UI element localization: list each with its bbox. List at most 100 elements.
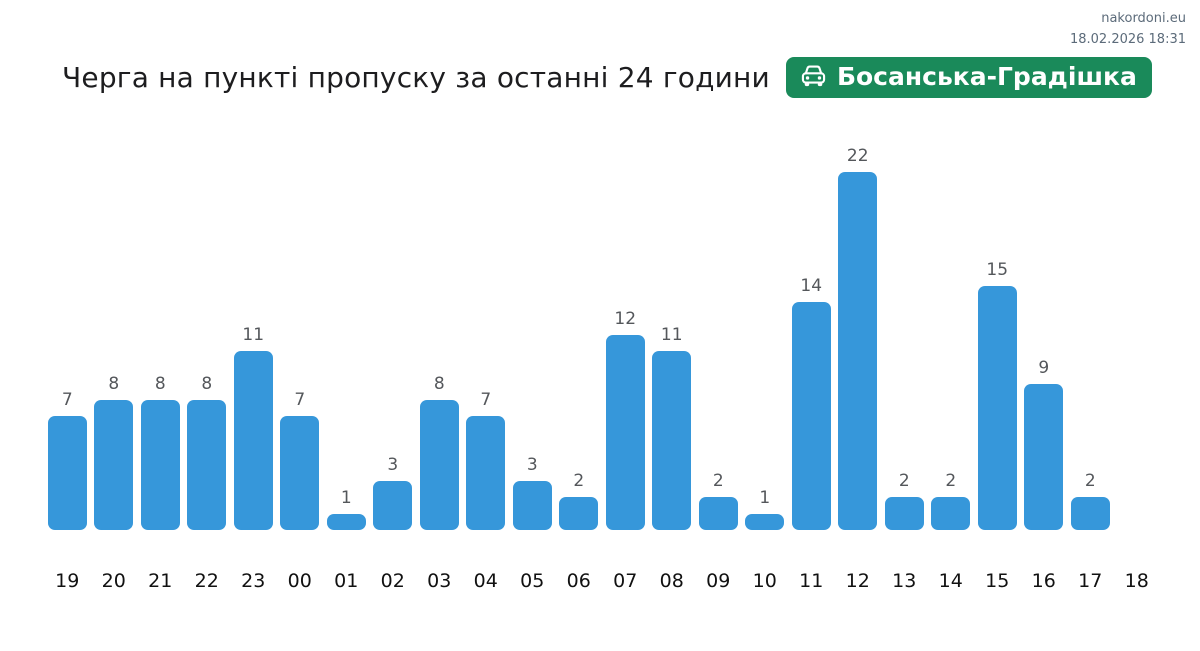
bar-column: 11 <box>649 140 696 530</box>
bar-column: 3 <box>509 140 556 530</box>
bar-column: 7 <box>44 140 91 530</box>
bar-column: 2 <box>695 140 742 530</box>
bar-column: 14 <box>788 140 835 530</box>
x-tick-label: 16 <box>1031 570 1056 592</box>
bar <box>884 497 924 530</box>
bar-value-label: 8 <box>154 373 166 394</box>
x-tick-label: 01 <box>334 570 359 592</box>
x-tick-label: 15 <box>985 570 1010 592</box>
bar <box>373 481 413 530</box>
bar-value-label: 7 <box>61 390 73 411</box>
bar <box>698 497 738 530</box>
timestamp: 18.02.2026 18:31 <box>1069 31 1186 47</box>
bar-value-label: 11 <box>242 325 265 345</box>
bar-column: 8 <box>416 140 463 530</box>
bar-value-label: 2 <box>898 471 910 492</box>
bar <box>326 513 366 530</box>
bar-column: 2 <box>1067 140 1114 530</box>
x-tick-label: 02 <box>380 570 405 592</box>
bar-column: 2 <box>881 140 928 530</box>
bar <box>559 497 599 530</box>
x-tick-label: 18 <box>1124 570 1149 592</box>
bar <box>977 285 1017 530</box>
bar-columns: 7 8 8 8 11 7 1 3 8 7 3 2 12 11 2 1 14 22 2 2 15 9 2 <box>44 140 1160 530</box>
checkpoint-badge-label: Босанська-Градішка <box>836 62 1137 91</box>
bar-value-label: 8 <box>201 373 213 394</box>
x-tick-label: 00 <box>287 570 312 592</box>
x-tick-label: 09 <box>706 570 731 592</box>
bar-column: 2 <box>556 140 603 530</box>
x-tick-label: 13 <box>892 570 917 592</box>
title-row: Черга на пункті пропуску за останні 24 г… <box>62 57 1152 98</box>
bar-value-label: 11 <box>660 325 683 345</box>
bar <box>280 416 320 530</box>
bar-chart: 7 8 8 8 11 7 1 3 8 7 3 2 12 11 2 1 14 22 2 2 15 9 2 19 20 21 22 23… <box>44 140 1160 592</box>
bar-value-label: 2 <box>573 471 585 492</box>
bar <box>931 497 971 530</box>
x-tick-label: 14 <box>938 570 963 592</box>
x-tick-label: 19 <box>55 570 80 592</box>
bar-column: 8 <box>184 140 231 530</box>
x-tick-label: 11 <box>799 570 824 592</box>
bar-value-label: 2 <box>712 471 724 492</box>
page-title: Черга на пункті пропуску за останні 24 г… <box>62 61 770 94</box>
bar <box>791 302 831 530</box>
bar-column: 8 <box>137 140 184 530</box>
x-tick-label: 03 <box>427 570 452 592</box>
bar <box>605 334 645 530</box>
bar-value-label: 8 <box>433 373 445 394</box>
bar-column: 15 <box>974 140 1021 530</box>
bar-column: 12 <box>602 140 649 530</box>
bar-value-label: 2 <box>1084 471 1096 492</box>
bar-column: 2 <box>928 140 975 530</box>
bar <box>187 399 227 530</box>
x-tick-label: 08 <box>659 570 684 592</box>
x-tick-label: 23 <box>241 570 266 592</box>
bar-value-label: 7 <box>480 390 492 411</box>
bar <box>745 513 785 530</box>
bar-value-label: 1 <box>759 487 771 508</box>
x-tick-label: 20 <box>101 570 126 592</box>
bar-value-label: 15 <box>986 259 1009 280</box>
bar-column: 8 <box>91 140 138 530</box>
bar-column <box>1114 140 1161 530</box>
x-tick-label: 10 <box>752 570 777 592</box>
bar <box>512 481 552 530</box>
x-tick-label: 17 <box>1078 570 1103 592</box>
bar-value-label: 22 <box>846 146 869 166</box>
bar <box>419 399 459 530</box>
x-tick-label: 22 <box>194 570 219 592</box>
bar-column: 3 <box>370 140 417 530</box>
bar-value-label: 1 <box>340 487 352 508</box>
bar-value-label: 3 <box>387 455 399 476</box>
checkpoint-badge[interactable]: Босанська-Градішка <box>785 57 1152 98</box>
bar <box>47 416 87 530</box>
header-meta: nakordoni.eu 18.02.2026 18:31 <box>1070 9 1186 51</box>
bar-column: 9 <box>1021 140 1068 530</box>
bar-value-label: 12 <box>614 308 637 329</box>
bar-column: 1 <box>323 140 370 530</box>
bar-value-label: 7 <box>294 390 306 411</box>
bar-column: 1 <box>742 140 789 530</box>
bar-column: 11 <box>230 140 277 530</box>
x-tick-label: 12 <box>845 570 870 592</box>
bar <box>466 416 506 530</box>
bar-value-label: 9 <box>1038 357 1050 378</box>
bar <box>652 351 692 530</box>
bar <box>140 399 180 530</box>
x-tick-label: 06 <box>566 570 591 592</box>
bar-column: 7 <box>463 140 510 530</box>
bar <box>94 399 134 530</box>
bar-column: 22 <box>835 140 882 530</box>
x-tick-label: 21 <box>148 570 173 592</box>
bar <box>1070 497 1110 530</box>
bar-value-label: 14 <box>800 276 823 297</box>
bar <box>1024 383 1064 530</box>
bar <box>233 351 273 530</box>
x-axis-labels: 19 20 21 22 23 00 01 02 03 04 05 06 07 08 09 10 11 12 13 14… <box>44 570 1160 592</box>
site-link[interactable]: nakordoni.eu <box>1101 11 1186 26</box>
x-tick-label: 04 <box>473 570 498 592</box>
bar-column: 7 <box>277 140 324 530</box>
bar-value-label: 3 <box>526 455 538 476</box>
x-tick-label: 05 <box>520 570 545 592</box>
